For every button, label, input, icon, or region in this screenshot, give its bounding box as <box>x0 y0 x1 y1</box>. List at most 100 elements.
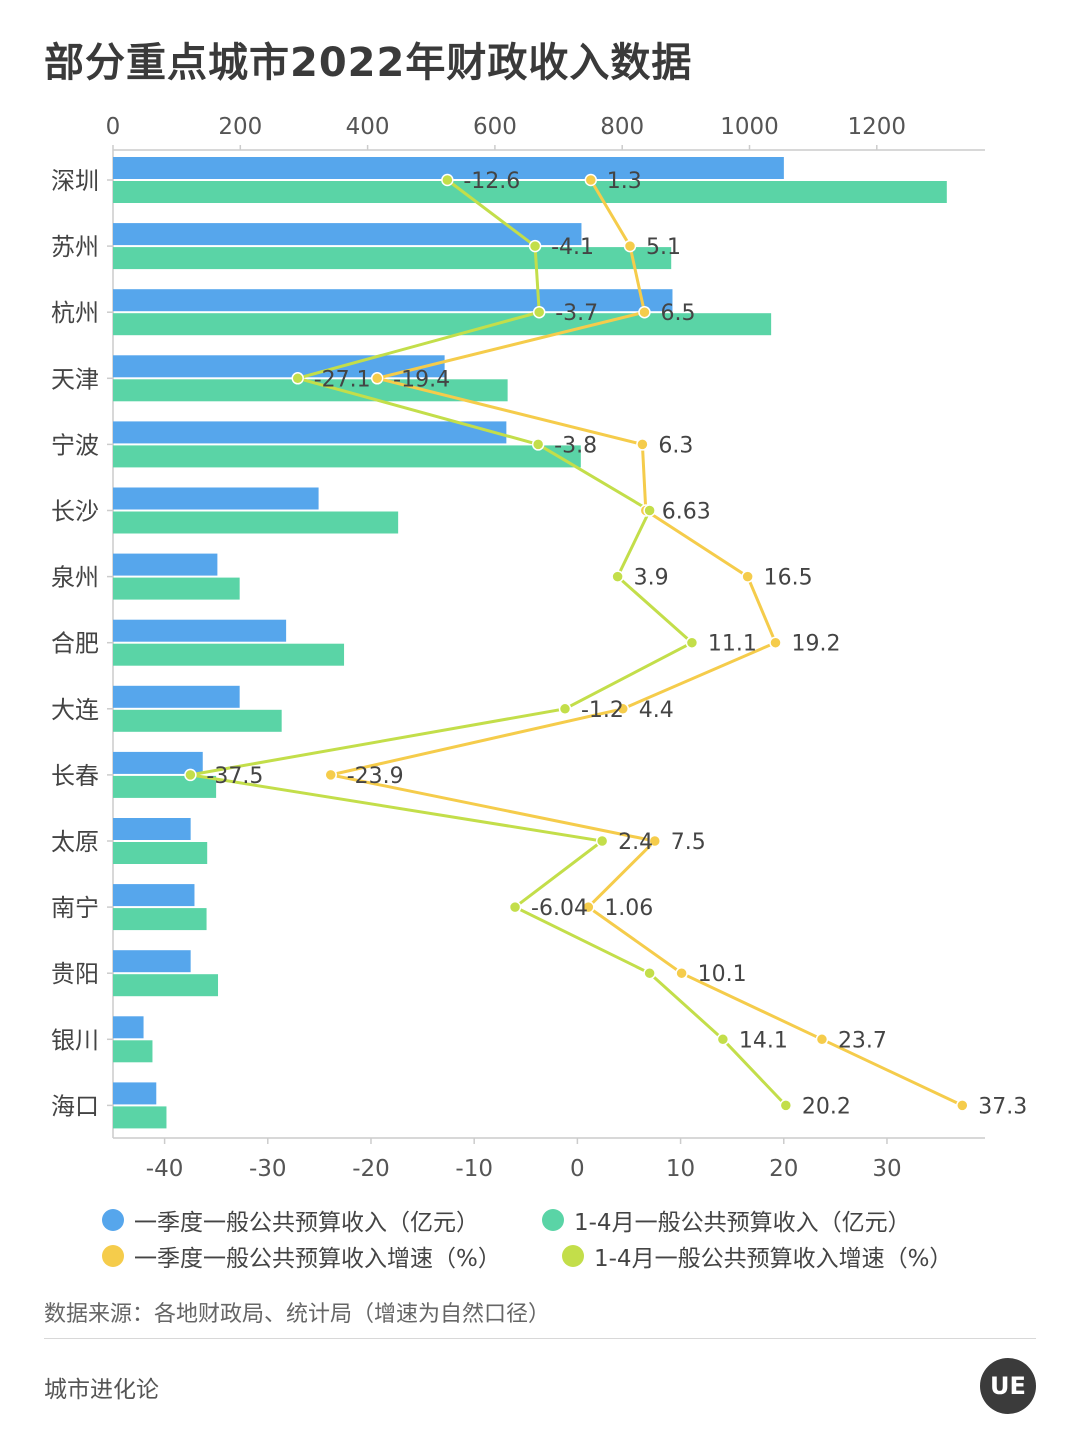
legend-label: 一季度一般公共预算收入增速（%） <box>134 1246 501 1272</box>
bar-q1-0 <box>113 157 784 179</box>
growth-point-q1-8 <box>616 702 630 716</box>
growth-point-jan-apr-5 <box>643 504 656 517</box>
top-axis-tick-label: 200 <box>218 114 262 140</box>
growth-label-q1-3: -19.4 <box>393 367 450 392</box>
growth-label-jan-apr-4: -3.8 <box>554 433 597 458</box>
bar-q1-12 <box>113 950 191 973</box>
bar-q1-6 <box>113 553 218 576</box>
growth-point-q1-2 <box>638 305 651 319</box>
bar-q1-2 <box>113 289 673 312</box>
growth-point-q1-6 <box>741 570 754 583</box>
category-label: 银川 <box>51 1026 99 1054</box>
category-label: 天津 <box>51 365 99 393</box>
growth-point-jan-apr-8 <box>558 702 572 716</box>
growth-label-jan-apr-3: -27.1 <box>314 367 371 392</box>
growth-label-q1-0: 1.3 <box>607 169 642 194</box>
growth-point-jan-apr-9 <box>184 768 197 782</box>
category-label: 太原 <box>51 828 99 856</box>
top-axis-tick-label: 1000 <box>720 114 779 140</box>
bar-q1-14 <box>113 1082 157 1105</box>
legend-item-jan-apr-growth: 1-4月一般公共预算收入增速（%） <box>562 1239 952 1273</box>
growth-label-q1-10: 7.5 <box>671 830 706 855</box>
category-label: 杭州 <box>51 299 99 327</box>
growth-label-q1-14: 37.3 <box>978 1094 1027 1119</box>
category-label: 深圳 <box>51 167 99 195</box>
growth-point-q1-3 <box>370 372 384 385</box>
top-axis-tick-label: 800 <box>600 114 644 140</box>
category-label: 长春 <box>51 762 99 790</box>
growth-label-q1-13: 23.7 <box>838 1028 887 1053</box>
growth-label-jan-apr-8: -1.2 <box>581 698 624 723</box>
growth-point-jan-apr-2 <box>532 305 546 319</box>
bottom-axis-tick-label: 30 <box>872 1156 901 1182</box>
growth-label-jan-apr-0: -12.6 <box>463 169 520 194</box>
growth-point-q1-13 <box>815 1033 829 1046</box>
growth-point-q1-12 <box>675 966 688 980</box>
growth-point-jan-apr-11 <box>508 900 522 914</box>
top-axis-tick-label: 600 <box>473 114 517 140</box>
category-label: 大连 <box>51 696 99 724</box>
bottom-axis-tick-label: -20 <box>352 1156 390 1182</box>
category-label: 南宁 <box>51 894 99 922</box>
growth-label-q1-4: 6.3 <box>658 433 693 458</box>
growth-point-q1-7 <box>769 636 782 649</box>
bar-jan-apr-5 <box>113 511 399 534</box>
bar-q1-10 <box>113 818 191 840</box>
legend-label: 1-4月一般公共预算收入（亿元） <box>574 1210 911 1236</box>
bar-jan-apr-11 <box>113 908 207 931</box>
growth-label-jan-apr-1: -4.1 <box>551 235 594 260</box>
growth-label-jan-apr-14: 20.2 <box>802 1094 851 1119</box>
growth-point-q1-1 <box>623 239 637 253</box>
growth-point-jan-apr-13 <box>716 1033 730 1046</box>
bottom-axis-tick-label: 10 <box>666 1156 695 1182</box>
bar-jan-apr-14 <box>113 1106 167 1129</box>
legend-swatch-yellow <box>102 1245 124 1267</box>
bar-q1-5 <box>113 487 319 510</box>
bar-q1-11 <box>113 884 195 907</box>
growth-point-jan-apr-3 <box>291 372 304 385</box>
bar-q1-1 <box>113 223 582 246</box>
bar-jan-apr-0 <box>113 181 947 203</box>
legend-label: 1-4月一般公共预算收入增速（%） <box>594 1246 953 1272</box>
growth-point-jan-apr-12 <box>643 966 656 980</box>
growth-label-q1-9: -23.9 <box>347 764 404 789</box>
chart-title: 部分重点城市2022年财政收入数据 <box>44 40 693 86</box>
growth-point-jan-apr-14 <box>779 1099 793 1112</box>
category-label: 苏州 <box>51 233 99 261</box>
category-label: 宁波 <box>51 431 99 459</box>
growth-point-jan-apr-6 <box>611 570 624 583</box>
data-source-note: 数据来源：各地财政局、统计局（增速为自然口径） <box>44 1302 551 1327</box>
bar-jan-apr-12 <box>113 974 219 997</box>
bottom-axis-tick-label: -30 <box>249 1156 287 1182</box>
bar-jan-apr-8 <box>113 709 282 732</box>
bar-q1-9 <box>113 751 203 774</box>
brand-name: 城市进化论 <box>44 1377 159 1403</box>
legend-swatch-blue <box>102 1209 124 1231</box>
legend-item-q1-growth: 一季度一般公共预算收入增速（%） <box>102 1239 501 1273</box>
growth-point-q1-10 <box>648 834 662 848</box>
category-label: 贵阳 <box>51 960 99 988</box>
growth-point-jan-apr-10 <box>595 834 609 848</box>
top-axis-tick-label: 0 <box>106 114 121 140</box>
growth-label-q1-7: 19.2 <box>792 632 841 657</box>
growth-label-jan-apr-11: -6.04 <box>531 896 588 921</box>
bar-jan-apr-2 <box>113 313 772 336</box>
bar-q1-4 <box>113 421 507 444</box>
brand-logo: UE <box>980 1358 1036 1414</box>
growth-point-jan-apr-1 <box>528 239 542 253</box>
bar-jan-apr-4 <box>113 445 581 468</box>
growth-label-q1-5: 6.63 <box>662 500 711 525</box>
growth-label-jan-apr-7: 11.1 <box>708 632 757 657</box>
growth-label-jan-apr-10: 2.4 <box>618 830 653 855</box>
bottom-axis-tick-label: 0 <box>570 1156 585 1182</box>
category-label: 海口 <box>51 1092 99 1120</box>
growth-point-jan-apr-0 <box>441 173 454 187</box>
legend-item-q1-revenue: 一季度一般公共预算收入（亿元） <box>102 1203 479 1237</box>
legend-label: 一季度一般公共预算收入（亿元） <box>134 1210 479 1236</box>
growth-point-q1-14 <box>956 1099 969 1112</box>
growth-point-q1-4 <box>636 438 649 451</box>
growth-label-q1-8: 4.4 <box>639 698 674 723</box>
bottom-axis-tick-label: -10 <box>455 1156 493 1182</box>
growth-label-jan-apr-2: -3.7 <box>555 301 598 326</box>
